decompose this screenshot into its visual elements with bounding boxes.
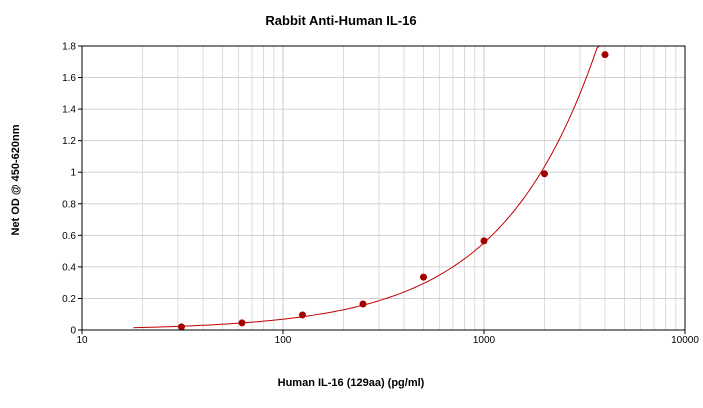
- x-tick-label: 10: [76, 335, 88, 346]
- data-point: [541, 170, 549, 178]
- y-tick-label: 1.8: [62, 42, 76, 53]
- data-point: [601, 51, 609, 59]
- data-point: [359, 300, 367, 308]
- data-point: [238, 319, 246, 327]
- y-tick-label: 0.2: [62, 294, 76, 305]
- chart-title: Rabbit Anti-Human IL-16: [265, 13, 416, 28]
- data-points: [177, 51, 609, 331]
- y-tick-label: 0.6: [62, 231, 76, 242]
- x-tick-label: 100: [275, 335, 292, 346]
- plot-frame: [81, 45, 686, 331]
- y-tick-label: 0.8: [62, 199, 76, 210]
- data-point: [177, 323, 185, 331]
- fit-curve: [133, 45, 612, 329]
- y-tick-label: 1.2: [62, 136, 76, 147]
- data-point: [419, 273, 427, 281]
- y-tick-label: 1: [70, 168, 76, 179]
- x-axis-ticks: 10 100 1000 10000: [76, 330, 699, 346]
- data-point: [480, 237, 488, 245]
- fit-curve-layer: [133, 45, 612, 329]
- x-tick-label: 1000: [473, 335, 496, 346]
- y-tick-label: 1.6: [62, 73, 76, 84]
- y-tick-label: 0.4: [62, 262, 76, 273]
- y-axis-label: Net OD @ 450-620nm: [10, 124, 22, 235]
- y-tick-label: 1.4: [62, 105, 76, 116]
- grid: [82, 46, 685, 330]
- data-point: [298, 311, 306, 319]
- x-axis-label: Human IL-16 (129aa) (pg/ml): [278, 377, 425, 389]
- x-tick-label: 10000: [671, 335, 699, 346]
- y-tick-label: 0: [70, 326, 76, 337]
- y-axis-ticks: 0 0.2 0.4 0.6 0.8 1 1.2 1.4 1.6 1.8: [62, 42, 82, 337]
